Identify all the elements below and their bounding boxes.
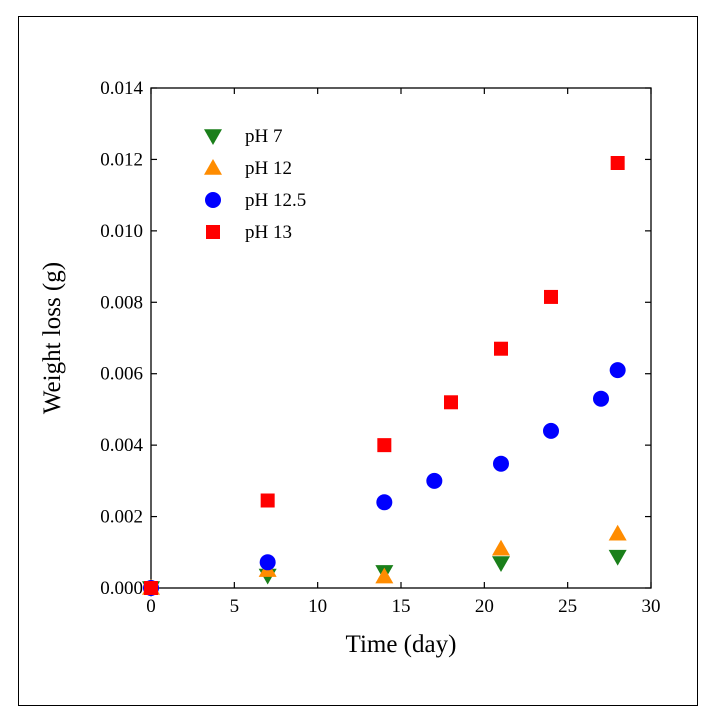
data-point xyxy=(444,395,458,410)
series-ph-12 xyxy=(142,524,627,595)
y-axis-label: Weight loss (g) xyxy=(39,262,66,414)
x-tick-label: 20 xyxy=(475,596,494,617)
series-ph-13 xyxy=(144,156,625,595)
data-point xyxy=(426,472,443,489)
data-point xyxy=(492,556,510,572)
y-tick-label: 0.000 xyxy=(100,578,143,599)
data-point xyxy=(259,554,276,571)
legend-marker xyxy=(204,159,222,175)
legend-marker xyxy=(206,225,220,239)
y-tick-label: 0.006 xyxy=(100,364,143,385)
legend-marker xyxy=(205,192,221,208)
y-tick-label: 0.014 xyxy=(100,78,143,99)
y-ticks: 0.000 0.002 0.004 0.006 0.008 0.010 0.012 0.014 xyxy=(100,78,651,599)
data-point xyxy=(494,341,508,356)
x-tick-label: 25 xyxy=(558,596,577,617)
data-point xyxy=(543,422,559,439)
legend: pH 7 pH 12 pH 12.5 pH 13 xyxy=(204,126,306,243)
data-point xyxy=(144,581,158,595)
data-point xyxy=(260,493,275,508)
data-point xyxy=(493,455,509,472)
y-tick-label: 0.004 xyxy=(100,435,143,456)
data-point xyxy=(377,438,392,453)
legend-label: pH 13 xyxy=(245,222,292,243)
data-point xyxy=(610,156,625,170)
series-ph-12.5 xyxy=(143,362,626,596)
data-point xyxy=(608,524,627,541)
y-tick-label: 0.002 xyxy=(100,507,143,528)
legend-label: pH 7 xyxy=(245,126,282,147)
data-point xyxy=(609,362,626,379)
x-tick-label: 30 xyxy=(642,596,661,617)
data-point xyxy=(608,549,627,566)
data-point xyxy=(593,390,609,407)
x-axis-label: Time (day) xyxy=(346,631,457,658)
x-tick-label: 15 xyxy=(392,596,411,617)
legend-label: pH 12 xyxy=(245,158,292,179)
legend-label: pH 12.5 xyxy=(245,190,306,211)
data-point xyxy=(492,539,510,556)
data-point xyxy=(375,567,394,584)
legend-marker xyxy=(204,129,222,145)
x-tick-label: 10 xyxy=(308,596,327,617)
x-ticks: 0 5 10 15 20 25 30 xyxy=(146,88,661,617)
x-tick-label: 0 xyxy=(146,596,156,617)
y-tick-label: 0.008 xyxy=(100,292,143,313)
y-tick-label: 0.010 xyxy=(100,221,143,242)
x-tick-label: 5 xyxy=(230,596,240,617)
plot-area xyxy=(150,87,652,589)
figure-frame xyxy=(18,16,698,706)
data-series xyxy=(142,156,627,597)
data-point xyxy=(376,494,393,511)
data-point xyxy=(544,289,558,304)
axes xyxy=(150,87,652,589)
y-tick-label: 0.012 xyxy=(100,149,143,170)
